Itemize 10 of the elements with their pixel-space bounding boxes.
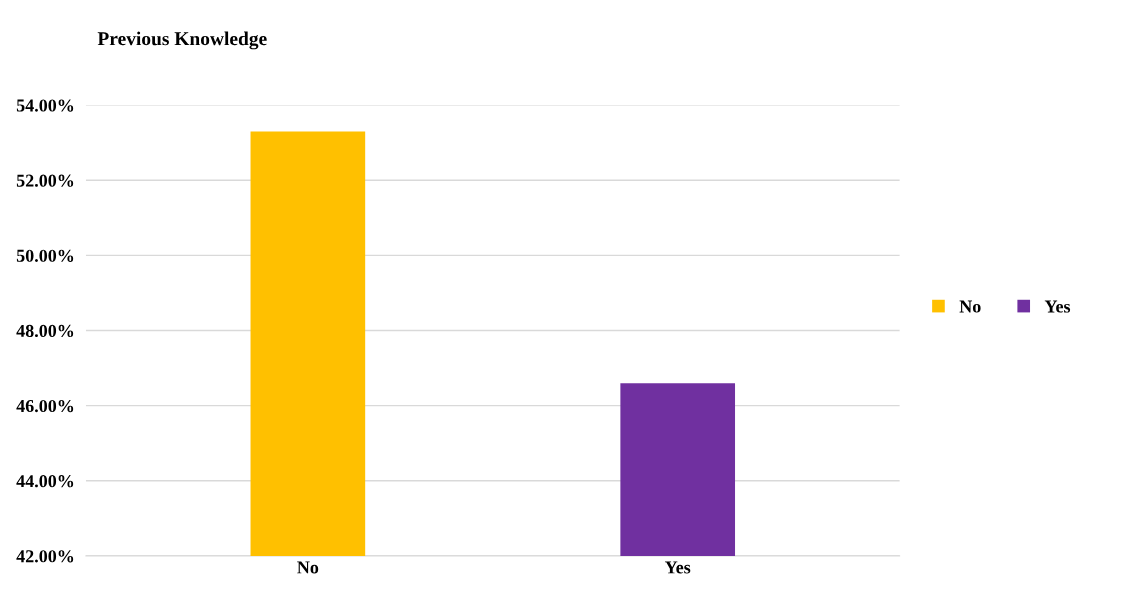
chart-title: Previous Knowledge xyxy=(97,31,267,50)
y-tick-label: 46.00% xyxy=(16,399,74,413)
legend-label: Yes xyxy=(1044,300,1071,313)
y-tick-label: 52.00% xyxy=(16,174,74,187)
y-tick-label: 44.00% xyxy=(16,475,74,488)
y-tick-label: 54.00% xyxy=(16,99,74,112)
legend-label: No xyxy=(959,300,981,313)
y-tick-label: 48.00% xyxy=(16,324,74,338)
y-tick-label: 42.00% xyxy=(16,550,74,563)
y-tick-label: 50.00% xyxy=(16,249,74,262)
